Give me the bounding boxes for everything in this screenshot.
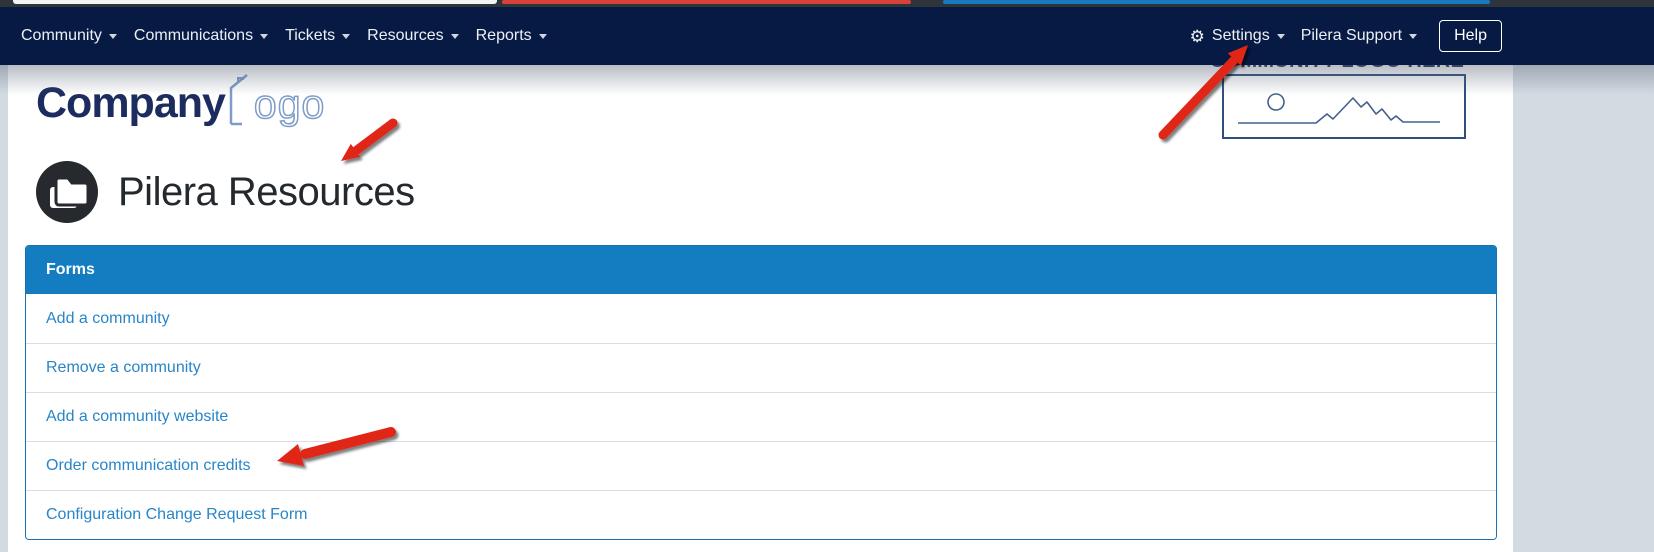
page-content: Company ogo COMMUNITY LOGO HERE (8, 50, 1513, 552)
table-row: Add a community (26, 294, 1496, 343)
nav-item-community[interactable]: Community (21, 27, 117, 45)
nav-item-label: Tickets (285, 27, 336, 44)
settings-label: Settings (1211, 27, 1270, 44)
nav-item-tickets[interactable]: Tickets (285, 27, 351, 45)
page-background: Company ogo COMMUNITY LOGO HERE (0, 50, 1654, 552)
chevron-down-icon (1276, 33, 1285, 39)
blue-tab-strip (943, 0, 1490, 4)
nav-item-label: Community (21, 27, 102, 44)
page-title: Pilera Resources (118, 169, 415, 214)
nav-item-pilera-support[interactable]: Pilera Support (1300, 27, 1418, 45)
forms-panel: Forms Add a community Remove a community… (25, 245, 1497, 540)
page-title-row: Pilera Resources (35, 160, 415, 224)
company-logo-bold-text: Company (36, 79, 226, 127)
table-row: Remove a community (26, 343, 1496, 392)
navbar-right-menu: ⚙ Settings Pilera Support Help (1190, 20, 1502, 52)
nav-item-label: Resources (367, 27, 444, 44)
configuration-change-request-form-link[interactable]: Configuration Change Request Form (46, 506, 308, 523)
main-navbar: Community Communications Tickets Resourc… (0, 7, 1654, 65)
company-logo[interactable]: Company ogo (36, 74, 326, 127)
table-row: Order communication credits (26, 441, 1496, 490)
table-row: Configuration Change Request Form (26, 490, 1496, 539)
forms-panel-header: Forms (26, 246, 1496, 294)
nav-item-communications[interactable]: Communications (133, 27, 269, 45)
nav-item-settings[interactable]: ⚙ Settings (1190, 27, 1285, 45)
chevron-down-icon (260, 33, 269, 39)
support-label: Pilera Support (1300, 27, 1403, 44)
company-logo-light-text: ogo (253, 81, 326, 127)
nav-item-reports[interactable]: Reports (476, 27, 547, 45)
folders-icon (36, 161, 98, 223)
add-a-community-website-link[interactable]: Add a community website (46, 408, 229, 425)
mountain-sketch-icon (1238, 93, 1440, 124)
remove-a-community-link[interactable]: Remove a community (46, 359, 201, 376)
gear-icon: ⚙ (1189, 26, 1205, 46)
nav-item-label: Communications (133, 27, 254, 44)
nav-item-label: Reports (475, 27, 532, 44)
community-logo-placeholder (1222, 74, 1466, 139)
red-tab-strip (502, 0, 911, 4)
order-communication-credits-link[interactable]: Order communication credits (46, 457, 251, 474)
address-bar-remnant (13, 0, 497, 4)
chevron-down-icon (450, 33, 459, 39)
browser-chrome-strip (0, 0, 1654, 7)
chevron-down-icon (342, 33, 351, 39)
nav-item-resources[interactable]: Resources (367, 27, 459, 45)
add-a-community-link[interactable]: Add a community (46, 309, 170, 327)
help-button[interactable]: Help (1439, 20, 1502, 52)
chevron-down-icon (538, 33, 547, 39)
house-l-glyph (229, 74, 248, 126)
chevron-down-icon (1409, 33, 1418, 39)
table-row: Add a community website (26, 392, 1496, 441)
chevron-down-icon (108, 33, 117, 39)
navbar-left-menu: Community Communications Tickets Resourc… (21, 27, 547, 45)
